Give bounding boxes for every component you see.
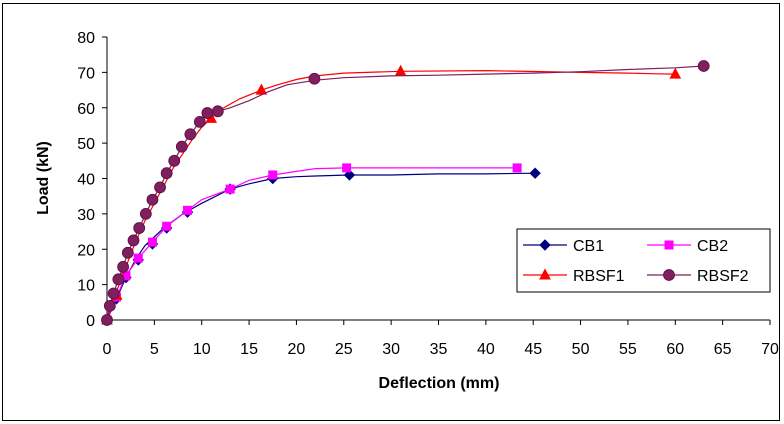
legend-marker-cb1 [539,239,551,251]
data-point-rbsf2 [127,234,140,247]
data-point-rbsf2 [193,116,206,128]
x-tick-label: 20 [288,341,306,358]
data-point-rbsf2 [308,72,321,85]
x-tick-label: 40 [477,341,495,358]
x-tick-label: 30 [382,341,400,358]
data-point-cb2 [225,184,235,194]
y-tick-label: 70 [77,65,95,82]
data-point-rbsf2 [103,299,116,312]
data-point-rbsf2 [184,128,197,141]
x-tick-label: 0 [103,341,112,358]
data-point-cb2 [147,237,157,247]
legend-label-rbsf2: RBSF2 [697,268,749,285]
data-point-rbsf1 [255,83,268,95]
x-tick-label: 25 [335,341,353,358]
data-point-rbsf2 [112,273,125,286]
data-point-rbsf2 [133,222,146,234]
data-point-cb2 [162,221,172,231]
y-tick-label: 80 [77,30,95,47]
data-point-cb1 [343,169,356,181]
x-tick-label: 70 [761,341,779,358]
data-point-rbsf2 [117,261,130,273]
data-point-cb2 [512,163,522,173]
data-point-rbsf1 [394,64,407,76]
x-tick-label: 45 [524,341,542,358]
y-tick-label: 20 [77,242,95,259]
data-point-cb2 [342,163,352,173]
x-tick-label: 60 [666,341,684,358]
legend-label-rbsf1: RBSF1 [573,268,625,285]
y-tick-label: 60 [77,101,95,118]
data-point-rbsf2 [168,154,181,167]
x-tick-label: 50 [572,341,590,358]
data-point-cb2 [183,205,193,215]
data-point-rbsf2 [175,140,188,153]
data-point-rbsf2 [101,314,113,326]
data-point-rbsf2 [107,287,120,300]
x-tick-label: 5 [150,341,159,358]
legend-label-cb2: CB2 [697,238,728,255]
y-tick-label: 0 [86,313,95,330]
data-point-rbsf2 [146,193,159,206]
data-point-rbsf2 [211,105,224,118]
legend-marker-rbsf2 [663,269,675,281]
data-point-rbsf2 [154,181,166,194]
series-line-cb2 [106,167,518,321]
y-tick-label: 50 [77,136,95,153]
legend-box [516,228,771,293]
legend-marker-rbsf1 [539,268,551,280]
x-tick-label: 55 [619,341,637,358]
y-tick-label: 40 [77,172,95,189]
legend-marker-cb2 [664,240,674,250]
y-tick-label: 30 [77,207,95,224]
data-point-rbsf1 [669,67,682,79]
y-axis-title: Load (kN) [35,141,52,215]
data-point-rbsf2 [121,246,134,259]
x-tick-label: 15 [240,341,258,358]
data-point-rbsf2 [201,107,214,119]
chart-frame [2,3,780,421]
y-tick-label: 10 [77,278,95,295]
x-axis-title: Deflection (mm) [379,375,500,392]
x-tick-label: 35 [430,341,448,358]
legend-label-cb1: CB1 [573,238,604,255]
data-point-rbsf2 [697,60,710,72]
data-point-cb1 [529,167,541,179]
x-tick-label: 10 [193,341,211,358]
data-point-rbsf2 [139,207,152,220]
data-point-cb2 [268,170,278,180]
data-point-rbsf2 [160,167,173,180]
x-tick-label: 65 [714,341,732,358]
series-line-cb1 [106,172,536,321]
data-point-cb2 [133,253,143,263]
